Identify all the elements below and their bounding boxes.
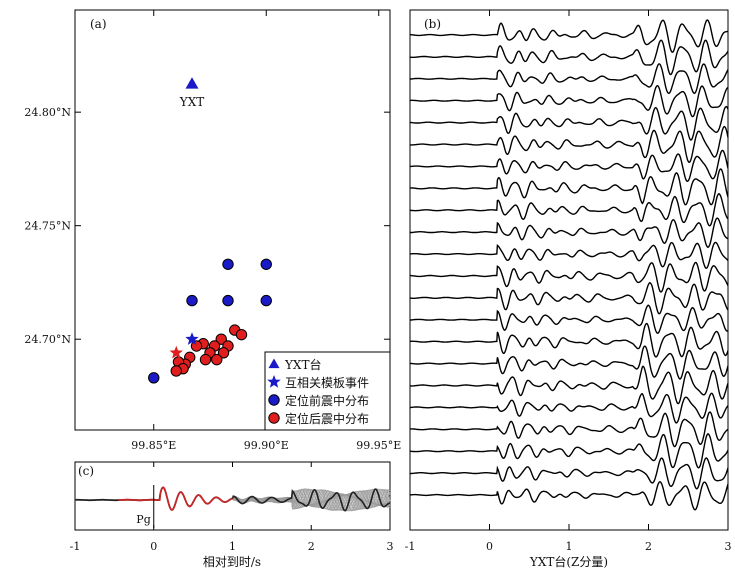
waveform-trace [409,19,729,53]
x-tick-label: 0 [486,540,493,553]
initial-epicenter-point [148,372,160,384]
legend-box [264,351,391,431]
waveform-trace [410,39,729,76]
initial-epicenter-point [260,294,272,307]
x-tick-label: 1 [229,540,236,553]
waveform-trace [410,392,729,424]
template-event-star [169,345,183,359]
y-tick-label: 24.80°N [24,106,71,119]
x-tick-label: 99.90°E [244,439,289,452]
initial-epicenter-point [222,294,234,307]
station-triangle [185,77,199,89]
panel-b-xlabel: YXT台(Z分量) [529,554,608,569]
x-tick-label: 99.85°E [131,439,176,452]
initial-epicenter-point [222,258,234,270]
panel-c-xlabel: 相对到时/s [203,555,261,569]
station-marker: YXT [179,77,204,109]
relocated-epicenter-point [215,333,227,345]
y-tick-label: 24.75°N [24,220,71,233]
waveform-trace [409,105,729,141]
panel-b-traces [409,19,729,511]
waveform-trace [410,282,729,315]
waveform-trace [410,125,729,164]
legend-station-triangle [268,358,280,369]
x-tick-label: 2 [308,540,315,553]
waveform-trace [409,149,729,183]
template-event-star [185,332,199,345]
relocated-epicenter-point [235,328,248,341]
panel-b-waveforms: (b) -1 0 1 2 3 YXT台(Z分量) [405,9,732,569]
x-tick-label: 3 [725,540,732,553]
waveform-trace [409,433,729,469]
initial-epicenter-point [260,258,272,270]
waveform-trace [410,457,729,490]
panel-b-ticks [409,10,729,530]
legend-template-star [267,375,281,388]
legend-label-station: YXT台 [284,357,321,372]
legend-label-after: 定位后震中分布 [285,411,369,426]
panel-b-tick-labels: -1 0 1 2 3 [405,540,732,553]
x-tick-label: 99.95°E [356,439,401,452]
legend: YXT台 互相关模板事件 定位前震中分布 定位后震中分布 [264,351,391,431]
panel-c-label: (c) [78,464,94,478]
x-tick-label: 3 [387,540,394,553]
legend-label-template: 互相关模板事件 [285,376,369,390]
relocated-epicenter-point [217,347,230,359]
panel-c-traces [74,486,391,512]
x-tick-label: 1 [566,540,573,553]
panel-a-ticks [75,10,390,430]
legend-after-circle [268,412,280,424]
legend-before-circle [268,394,280,406]
relocated-epicenter-point [199,353,212,366]
waveform-trace [409,322,729,358]
initial-epicenter-point [186,294,198,307]
panel-a-points [148,258,272,384]
panel-c-ticks [74,462,391,530]
waveform-trace [410,168,729,206]
panel-a-map: (a) 99.85°E 99.90°E 99.95°E 24.70°N 24.7… [24,9,401,452]
legend-label-before: 定位前震中分布 [285,393,369,408]
x-tick-label: 2 [645,540,652,553]
panel-c-tick-labels: -1 0 1 2 3 [70,540,394,553]
legend-markers [267,358,281,424]
panel-c-stack: (c) Pg -1 0 1 2 3 相对到时/s [70,461,394,569]
relocated-epicenter-point [170,365,182,377]
waveform-trace [409,345,729,380]
panel-a-label: (a) [90,17,107,31]
waveform-trace [409,261,729,293]
waveform-trace [409,481,729,511]
panel-a-tick-labels: 99.85°E 99.90°E 99.95°E 24.70°N 24.75°N … [24,106,401,452]
waveform-trace [409,63,729,95]
waveform-trace [409,304,729,334]
relocated-epicenter-point [211,353,223,366]
waveform-trace [410,84,729,118]
pg-marker-label: Pg [136,513,150,526]
y-tick-label: 24.70°N [24,333,71,346]
waveform-trace [410,365,729,405]
panel-b-label: (b) [424,17,441,31]
waveform-trace [410,241,729,269]
template-window-waveform [118,486,233,511]
x-tick-label: 0 [150,540,157,553]
waveform-trace [410,411,729,448]
x-tick-label: -1 [405,540,416,553]
station-label: YXT [179,95,204,109]
waveform-trace [410,217,729,248]
waveform-trace [409,193,729,227]
x-tick-label: -1 [70,540,81,553]
